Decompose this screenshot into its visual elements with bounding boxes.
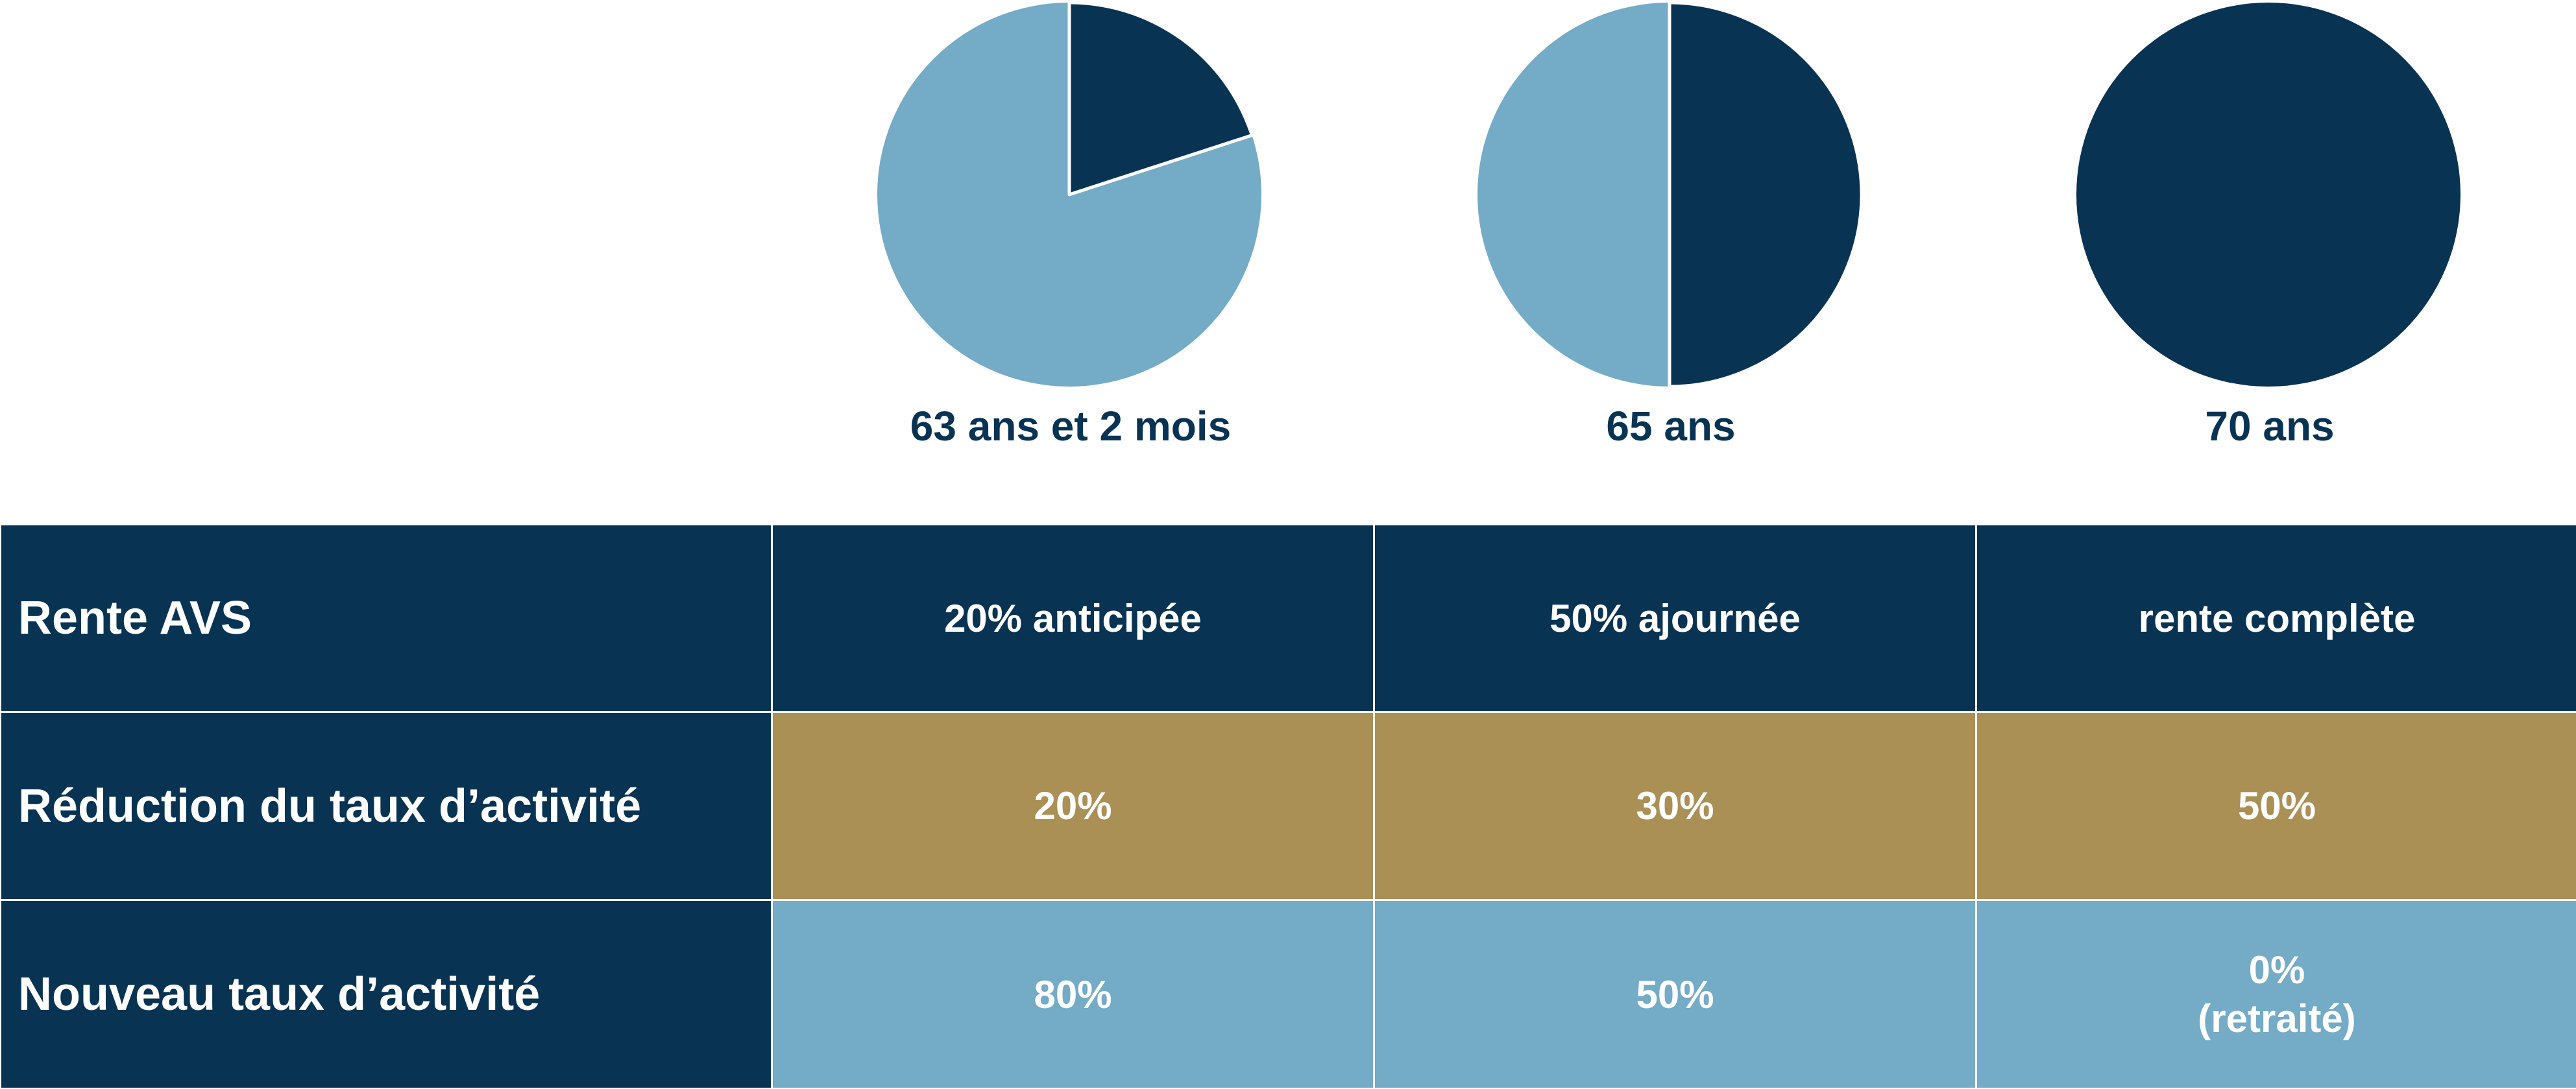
table-cell: 50%: [1375, 901, 1975, 1088]
row-header-rente-avs: Rente AVS: [1, 525, 771, 711]
table-cell-retired: 0% (retraité): [1977, 901, 2576, 1088]
row-header-nouveau-taux: Nouveau taux d’activité: [1, 901, 771, 1088]
table-cell: 80%: [773, 901, 1373, 1088]
cell-value: 0%: [2248, 948, 2305, 992]
row-header-reduction: Réduction du taux d’activité: [1, 713, 771, 899]
table-cell: 50% ajournée: [1375, 525, 1975, 711]
pie-charts: [877, 1, 2461, 389]
table-cell: 20%: [773, 713, 1373, 899]
pie-slice-share: [1668, 1, 1864, 389]
table-cell: 50%: [1977, 713, 2576, 899]
table-cell: rente complète: [1977, 525, 2576, 711]
pie-slice-share: [1067, 1, 1254, 197]
table-cell: 30%: [1375, 713, 1975, 899]
pie-label: 70 ans: [2205, 403, 2335, 449]
pie-label: 65 ans: [1606, 403, 1736, 449]
pie-label: 63 ans et 2 mois: [910, 403, 1232, 449]
cell-note: (retraité): [2198, 997, 2356, 1040]
table-cell: 20% anticipée: [773, 525, 1373, 711]
pie-slice-share: [2076, 3, 2461, 387]
retirement-table: Rente AVS 20% anticipée 50% ajournée ren…: [1, 525, 2576, 1088]
